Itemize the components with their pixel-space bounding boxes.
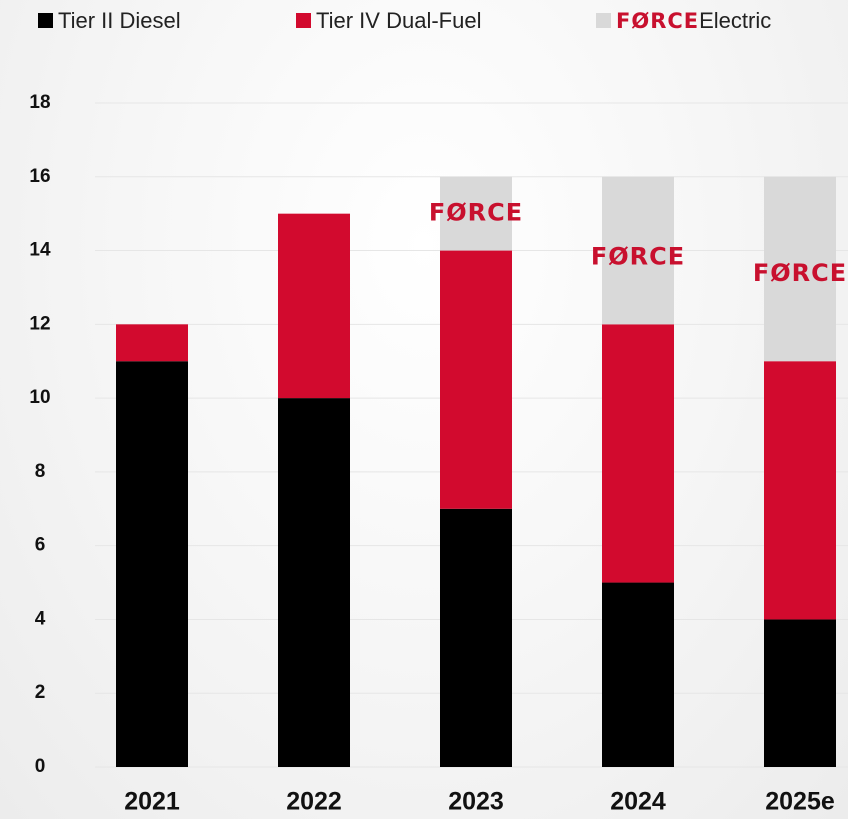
x-tick-label: 2022	[286, 788, 342, 816]
y-tick-label: 14	[29, 240, 51, 261]
y-tick-label: 16	[29, 166, 50, 187]
y-tick-label: 18	[29, 92, 50, 113]
bar-segment	[440, 250, 512, 509]
bar-segment	[116, 324, 188, 362]
legend-name: Electric	[699, 8, 771, 33]
legend-item: Tier II Diesel	[38, 8, 181, 33]
legend-label: FØRCEElectric	[616, 8, 771, 33]
legend-label: Tier IV Dual-Fuel	[316, 8, 481, 33]
legend-brand: FØRCE	[616, 9, 699, 33]
legend-swatch	[296, 13, 311, 28]
y-tick-label: 0	[35, 756, 46, 777]
legend-swatch	[38, 13, 53, 28]
bar-segment	[440, 176, 512, 251]
y-tick-label: 10	[29, 387, 50, 408]
legend-label: Tier II Diesel	[58, 8, 181, 33]
y-tick-label: 12	[29, 313, 50, 334]
bar-segment	[602, 582, 674, 767]
brand-logo: FØRCE	[591, 242, 685, 270]
bar-segment	[602, 324, 674, 583]
x-tick-label: 2023	[448, 788, 504, 816]
bar-segment	[278, 398, 350, 767]
y-tick-label: 6	[35, 535, 46, 556]
bar-segment	[278, 213, 350, 399]
y-tick-label: 2	[35, 682, 46, 703]
legend-item: FØRCEElectric	[596, 8, 771, 33]
legend-item: Tier IV Dual-Fuel	[296, 8, 481, 33]
y-tick-label: 8	[35, 461, 46, 482]
bar-segment	[764, 619, 836, 767]
bar-segment	[602, 176, 674, 325]
x-tick-label: 2025e	[765, 788, 835, 816]
y-tick-label: 4	[35, 608, 46, 629]
x-tick-label: 2021	[124, 788, 180, 816]
bar-segment	[764, 176, 836, 362]
legend-name: Tier II Diesel	[58, 8, 181, 33]
x-tick-label: 2024	[610, 788, 666, 816]
legend-name: Tier IV Dual-Fuel	[316, 8, 481, 33]
brand-logo: FØRCE	[753, 259, 847, 287]
brand-logo: FØRCE	[429, 199, 523, 227]
legend-swatch	[596, 13, 611, 28]
bar-segment	[440, 508, 512, 767]
bar-segment	[764, 361, 836, 620]
bar-segment	[116, 361, 188, 767]
